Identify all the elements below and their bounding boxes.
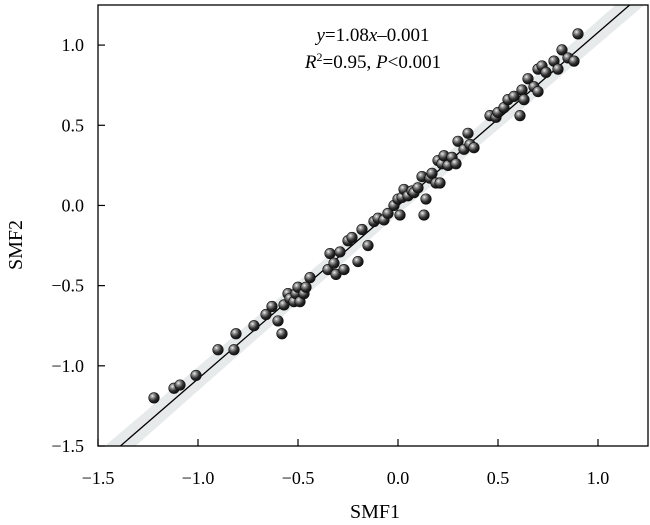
data-point (450, 158, 462, 170)
r-superscript: 2 (317, 50, 323, 64)
regression-line (119, 5, 631, 446)
x-axis-ticks: −1.5 −1.0 −0.5 0.0 0.5 1.0 (82, 439, 610, 488)
data-point (276, 328, 288, 340)
x-tick-label: 0.0 (387, 468, 410, 488)
data-point (508, 90, 520, 103)
data-point (324, 247, 336, 260)
data-point (568, 55, 580, 67)
r-value: =0.95, (323, 52, 376, 73)
data-point (462, 127, 474, 139)
data-point (212, 344, 224, 356)
fit-line (119, 5, 631, 446)
y-tick-label: −1.0 (51, 356, 84, 376)
data-point (394, 209, 406, 221)
r-symbol: R (304, 52, 317, 73)
plot-frame (97, 4, 649, 447)
x-tick-label: −1.0 (182, 468, 215, 488)
data-point (228, 344, 240, 356)
eq-intercept: –0.001 (376, 25, 429, 46)
data-point (518, 94, 530, 106)
data-point (174, 379, 186, 391)
data-point (382, 207, 394, 220)
data-point (260, 308, 272, 321)
x-tick-label: −1.5 (82, 468, 115, 488)
data-point (230, 328, 242, 340)
data-point (522, 73, 534, 85)
data-point (412, 182, 424, 194)
y-axis-ticks: −1.5 −1.0 −0.5 0.0 0.5 1.0 (51, 35, 105, 456)
eq-y-symbol: y (314, 25, 325, 46)
x-axis-label: SMF1 (350, 501, 400, 523)
p-value: <0.001 (388, 52, 441, 73)
data-point (356, 223, 368, 236)
x-tick-label: 0.5 (487, 468, 510, 488)
confidence-band-area (104, 5, 645, 446)
data-point (304, 272, 316, 284)
confidence-band (104, 5, 645, 446)
y-tick-label: −1.5 (51, 436, 84, 456)
data-point (552, 63, 564, 75)
data-point (532, 85, 544, 98)
y-tick-label: −0.5 (51, 276, 84, 296)
data-point (516, 84, 528, 96)
data-point (362, 239, 374, 252)
y-tick-label: 1.0 (62, 35, 85, 55)
data-point (266, 300, 278, 313)
eq-x-symbol: x (368, 25, 378, 46)
data-point (248, 320, 260, 332)
data-point (418, 209, 430, 221)
data-point (272, 315, 284, 327)
data-point (328, 257, 340, 269)
data-point (468, 142, 480, 154)
data-point (300, 281, 312, 293)
y-tick-label: 0.0 (62, 195, 85, 215)
data-point (426, 167, 438, 179)
data-point (352, 255, 364, 268)
data-point (540, 66, 552, 78)
data-point (572, 28, 584, 40)
eq-slope: =1.08 (325, 25, 369, 46)
data-point (514, 110, 526, 122)
data-point (334, 246, 346, 258)
data-point (148, 392, 160, 404)
data-point (420, 193, 432, 205)
fit-statistics: R2=0.95, P<0.001 (304, 50, 441, 73)
data-point (346, 231, 358, 244)
data-point (452, 135, 464, 147)
data-points (148, 28, 584, 404)
y-axis-label: SMF2 (5, 220, 27, 270)
data-point (190, 369, 202, 382)
data-point (556, 44, 568, 56)
y-tick-label: 0.5 (62, 115, 85, 135)
x-tick-label: −0.5 (282, 468, 315, 488)
x-tick-label: 1.0 (587, 468, 610, 488)
fit-equation: y=1.08x–0.001 (314, 25, 429, 46)
data-point (338, 264, 350, 276)
p-symbol: P (375, 52, 388, 73)
data-point (434, 177, 446, 189)
